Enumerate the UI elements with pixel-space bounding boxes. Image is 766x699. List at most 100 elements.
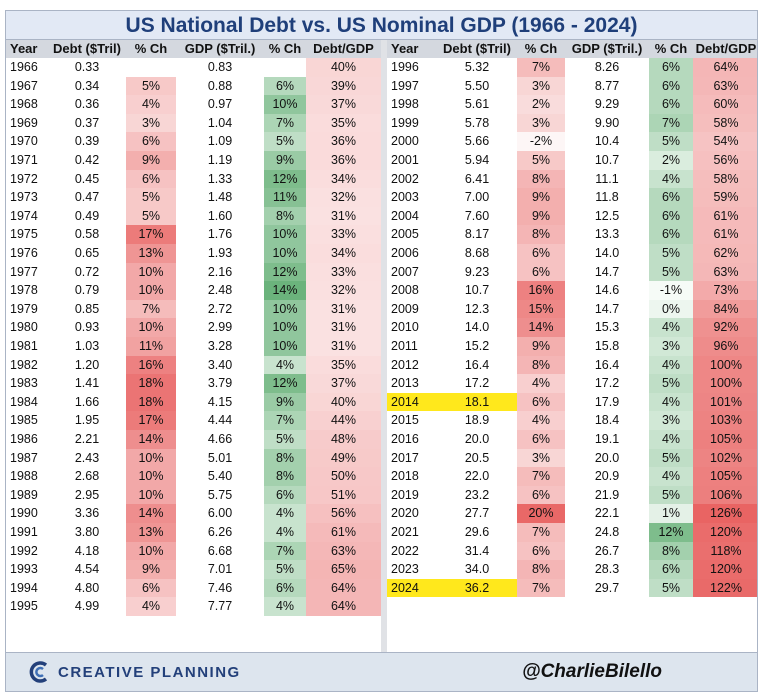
debt-change-cell: 18%: [126, 392, 176, 412]
year-cell: 1972: [10, 171, 38, 186]
gdp-change-cell: 0%: [649, 299, 693, 319]
year-cell: 1987: [10, 450, 38, 465]
debt-change-cell: 6%: [126, 169, 176, 189]
debt-to-gdp-cell: 32%: [306, 188, 381, 207]
debt-change-cell: 5%: [126, 76, 176, 96]
debt-cell: 0.34: [74, 78, 100, 93]
year-cell: 1968: [10, 97, 38, 112]
gdp-change-cell: 5%: [649, 578, 693, 598]
gdp-change-cell: 5%: [649, 448, 693, 468]
year-cell: 2016: [391, 432, 419, 446]
debt-cell: 2.95: [74, 487, 100, 502]
debt-change-cell: 6%: [517, 244, 565, 263]
data-table: Year Debt ($Tril)% Ch GDP ($Tril.)% Ch Debt…: [5, 40, 758, 652]
year-cell: 1980: [10, 320, 38, 335]
debt-change-cell: 9%: [517, 188, 565, 207]
gdp-change-cell: 8%: [264, 206, 306, 226]
year-cell: 2021: [391, 525, 419, 539]
gdp-cell: 1.04: [207, 115, 233, 130]
debt-to-gdp-cell: 32%: [306, 281, 381, 300]
gdp-cell: 4.15: [207, 394, 233, 409]
debt-to-gdp-cell: 64%: [306, 597, 381, 616]
gdp-cell: 3.28: [207, 339, 233, 353]
debt-cell: 1.20: [74, 357, 100, 372]
debt-change-cell: 13%: [126, 523, 176, 542]
gdp-cell: 19.1: [594, 432, 620, 446]
debt-to-gdp-cell: 61%: [693, 225, 757, 244]
gdp-change-cell: 5%: [649, 132, 693, 151]
gdp-cell: 13.3: [594, 227, 620, 242]
debt-change-cell: 9%: [126, 151, 176, 170]
debt-to-gdp-cell: 48%: [306, 430, 381, 449]
gdp-change-cell: 2%: [649, 151, 693, 170]
debt-change-cell: 3%: [517, 448, 565, 468]
debt-to-gdp-cell: 100%: [693, 374, 757, 393]
year-cell: 2001: [391, 153, 419, 167]
gdp-change-cell: 4%: [649, 355, 693, 375]
debt-cell: 6.41: [464, 171, 490, 186]
gdp-cell: 14.7: [594, 264, 620, 279]
debt-cell: 4.99: [74, 599, 100, 614]
debt-change-cell: 8%: [517, 169, 565, 189]
debt-change-cell: 3%: [517, 76, 565, 96]
debt-to-gdp-cell: 31%: [306, 337, 381, 356]
debt-cell: 0.42: [74, 153, 100, 167]
gdp-change-cell: 5%: [649, 244, 693, 263]
debt-to-gdp-cell: 63%: [693, 76, 757, 96]
debt-to-gdp-cell: 56%: [306, 504, 381, 523]
debt-to-gdp-cell: 84%: [693, 299, 757, 319]
debt-to-gdp-cell: 120%: [693, 523, 757, 542]
debt-cell: 22.0: [464, 469, 490, 484]
year-cell: 1984: [10, 394, 38, 409]
year-cell: 1989: [10, 487, 38, 502]
gdp-cell: 14.7: [594, 301, 620, 316]
debt-cell: 0.65: [74, 246, 100, 260]
debt-change-cell: 2%: [517, 95, 565, 114]
gdp-cell: 4.44: [207, 413, 233, 428]
year-cell: 1990: [10, 506, 38, 521]
year-cell: 1975: [10, 227, 38, 242]
year-cell: 2005: [391, 227, 419, 242]
header-gdp: GDP ($Tril.): [176, 40, 264, 58]
debt-change-cell: 6%: [517, 262, 565, 282]
debt-cell: 34.0: [464, 562, 490, 577]
year-cell: 1976: [10, 246, 38, 260]
gdp-cell: 0.83: [207, 60, 233, 74]
debt-change-cell: 6%: [517, 541, 565, 561]
debt-to-gdp-cell: 34%: [306, 244, 381, 263]
debt-to-gdp-cell: 56%: [693, 151, 757, 170]
gdp-change-cell: 1%: [649, 504, 693, 523]
debt-cell: 16.4: [464, 357, 490, 372]
year-cell: 1983: [10, 376, 38, 391]
year-cell: 2004: [391, 208, 419, 223]
gdp-cell: 0.97: [207, 97, 233, 112]
debt-change-cell: 10%: [126, 281, 176, 300]
year-cell: 1971: [10, 153, 38, 167]
debt-cell: 0.93: [74, 320, 100, 335]
gdp-cell: 14.6: [594, 283, 620, 298]
gdp-change-cell: 3%: [649, 337, 693, 356]
gdp-cell: 29.7: [594, 580, 620, 595]
debt-to-gdp-cell: 122%: [693, 578, 757, 598]
header-debt-to-gdp: Debt/GDP: [693, 40, 757, 58]
debt-change-cell: 10%: [126, 262, 176, 282]
debt-cell: 9.23: [464, 264, 490, 279]
debt-to-gdp-cell: 50%: [306, 467, 381, 486]
debt-to-gdp-cell: 35%: [306, 113, 381, 133]
debt-change-cell: 5%: [126, 206, 176, 226]
gdp-cell: 18.4: [594, 413, 620, 428]
year-cell: 1991: [10, 525, 38, 539]
debt-to-gdp-cell: 59%: [693, 188, 757, 207]
header-debt: Debt ($Tril): [437, 40, 517, 58]
gdp-change-cell: 10%: [264, 244, 306, 263]
debt-change-cell: 13%: [126, 244, 176, 263]
debt-cell: 23.2: [464, 487, 490, 502]
header-debt: Debt ($Tril): [48, 40, 126, 58]
debt-to-gdp-cell: 73%: [693, 281, 757, 300]
gdp-change-cell: 4%: [649, 169, 693, 189]
debt-change-cell: 10%: [126, 541, 176, 561]
debt-cell: 0.58: [74, 227, 100, 242]
debt-change-cell: 10%: [126, 318, 176, 337]
debt-cell: 5.50: [464, 78, 490, 93]
